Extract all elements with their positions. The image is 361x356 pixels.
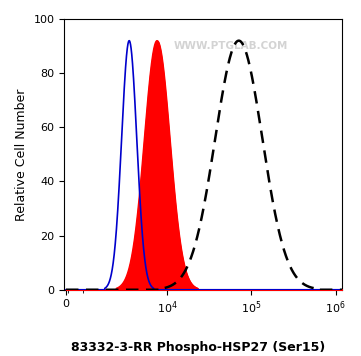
Text: 83332-3-RR Phospho-HSP27 (Ser15): 83332-3-RR Phospho-HSP27 (Ser15) [71, 341, 326, 354]
Y-axis label: Relative Cell Number: Relative Cell Number [15, 88, 28, 221]
Text: WWW.PTGLAB.COM: WWW.PTGLAB.COM [174, 41, 288, 51]
